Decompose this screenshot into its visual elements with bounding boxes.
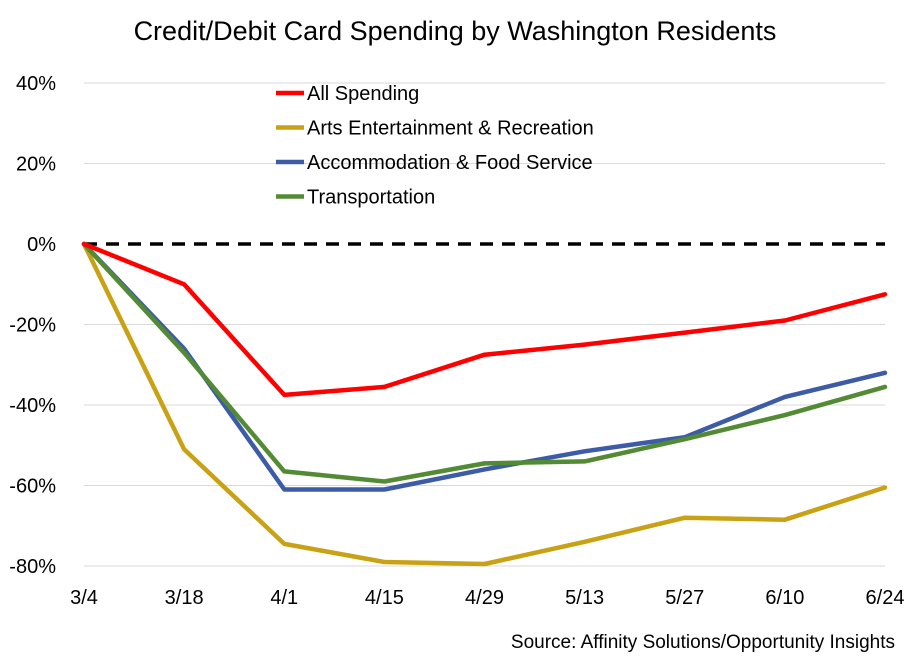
y-tick-label: 40% [16,73,56,95]
x-tick-label: 4/15 [365,587,404,609]
x-tick-label: 6/10 [765,587,804,609]
y-tick-label: -20% [9,315,56,337]
x-tick-label: 5/13 [565,587,604,609]
y-tick-label: -40% [9,395,56,417]
x-axis-ticks: 3/4 3/18 4/1 4/15 4/29 5/13 5/27 6/10 6/24 [70,587,904,609]
x-tick-label: 4/29 [465,587,504,609]
legend: All Spending Arts Entertainment & Recreat… [276,83,594,209]
y-axis-ticks: 40% 20% 0% -20% -40% -60% -80% [9,73,56,578]
legend-label: Transportation [307,187,435,209]
series-line-transportation [81,241,888,484]
source-note: Source: Affinity Solutions/Opportunity I… [511,632,895,653]
series-lines [81,241,888,567]
y-tick-label: 20% [16,154,56,176]
series-line-accommodation-food-service [81,241,888,492]
series-line-all-spending [81,241,888,398]
series-line-arts-entertainment-recreation [81,241,888,567]
x-tick-label: 6/24 [866,587,905,609]
legend-label: All Spending [307,83,419,105]
y-tick-label: 0% [27,234,56,256]
x-tick-label: 5/27 [665,587,704,609]
y-tick-label: -80% [9,556,56,578]
x-tick-label: 4/1 [270,587,298,609]
x-tick-label: 3/18 [165,587,204,609]
y-tick-label: -60% [9,476,56,498]
x-tick-label: 3/4 [70,587,98,609]
legend-label: Accommodation & Food Service [307,152,593,174]
chart-title: Credit/Debit Card Spending by Washington… [134,16,777,46]
legend-label: Arts Entertainment & Recreation [307,118,594,140]
